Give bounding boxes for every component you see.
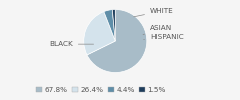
Text: BLACK: BLACK xyxy=(49,41,94,47)
Legend: 67.8%, 26.4%, 4.4%, 1.5%: 67.8%, 26.4%, 4.4%, 1.5% xyxy=(33,84,169,96)
Wedge shape xyxy=(87,10,147,72)
Wedge shape xyxy=(104,10,115,41)
Text: ASIAN: ASIAN xyxy=(143,25,172,35)
Text: HISPANIC: HISPANIC xyxy=(144,34,184,40)
Wedge shape xyxy=(112,10,115,41)
Text: WHITE: WHITE xyxy=(134,8,174,17)
Wedge shape xyxy=(84,12,115,55)
